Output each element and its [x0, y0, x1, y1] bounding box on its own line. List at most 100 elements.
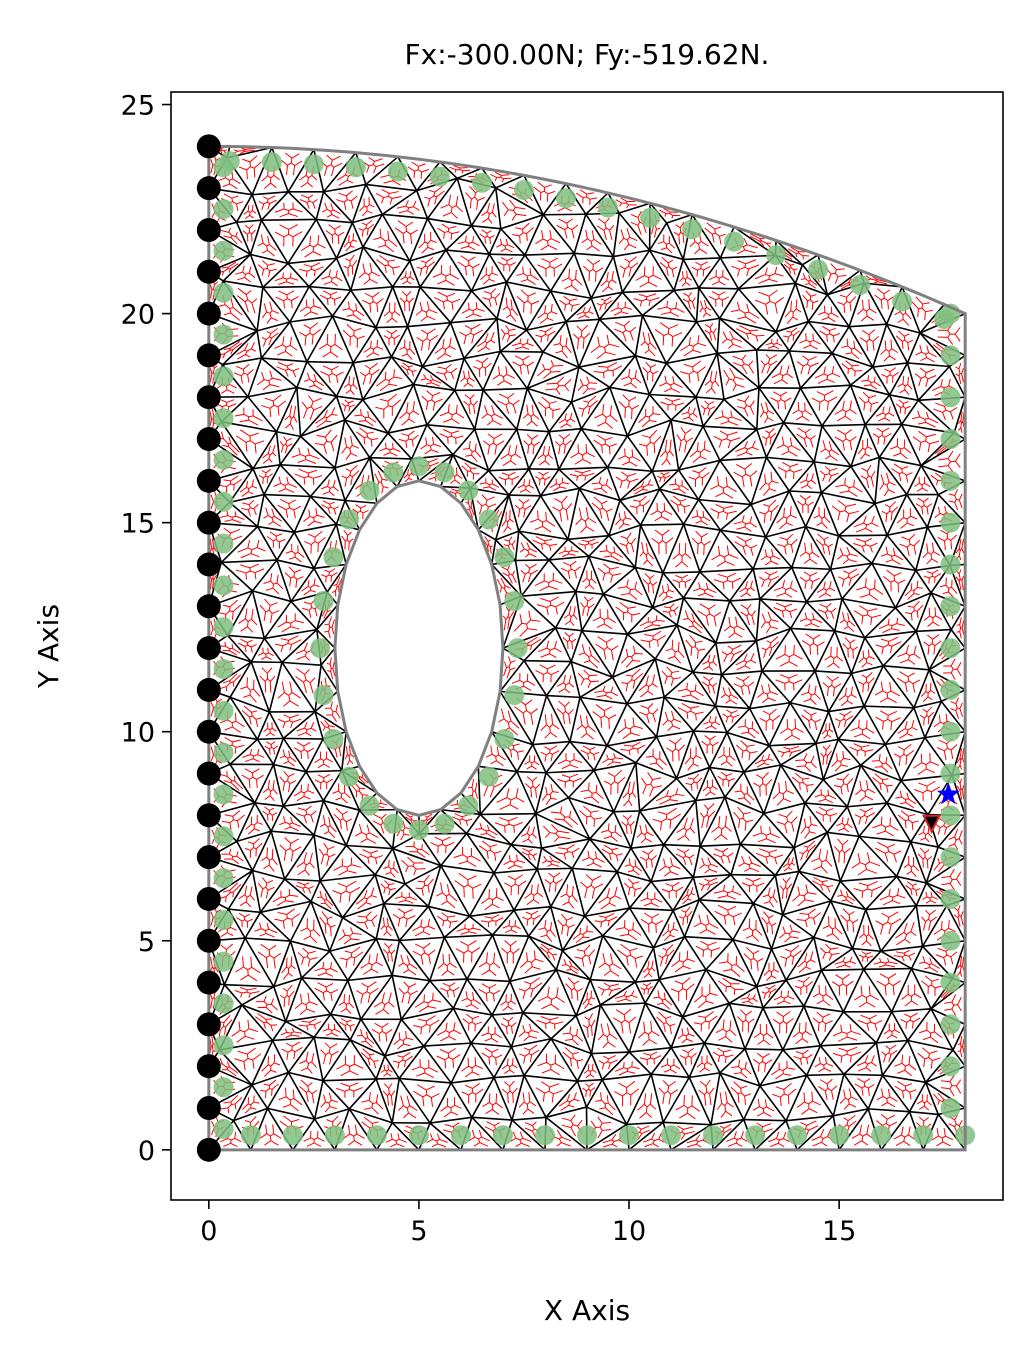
- mesh-edge: [748, 670, 763, 709]
- mesh-edge: [699, 898, 754, 905]
- dual-mesh-cell: [243, 204, 257, 220]
- mesh-edge: [795, 282, 828, 296]
- dual-mesh-cell: [661, 881, 684, 899]
- mesh-edge: [545, 661, 572, 697]
- mesh-edge: [589, 838, 632, 849]
- dual-mesh-cell: [761, 636, 780, 659]
- dual-mesh-cell: [773, 579, 798, 598]
- x-axis-label: X Axis: [544, 1294, 630, 1327]
- dual-mesh-cell: [853, 515, 879, 533]
- mesh-edge: [585, 1079, 603, 1108]
- mesh-edge: [506, 281, 551, 292]
- boundary-node: [940, 930, 961, 951]
- dual-mesh-cell: [437, 1022, 462, 1042]
- mesh-edge: [804, 802, 848, 808]
- mesh-edge: [536, 868, 552, 907]
- y-tick-label: 10: [121, 718, 155, 749]
- mesh-edge: [259, 878, 286, 913]
- mesh-edge: [577, 1078, 603, 1082]
- mesh-edge: [867, 1074, 884, 1110]
- dual-mesh-cell: [332, 783, 351, 804]
- mesh-edge: [252, 468, 265, 495]
- dual-mesh-cell: [948, 1114, 963, 1136]
- mesh-edge: [719, 456, 767, 462]
- mesh-edge: [619, 499, 642, 526]
- dual-mesh-cell: [936, 737, 958, 761]
- dual-mesh-cell: [516, 289, 540, 314]
- dual-mesh-cell: [260, 1079, 279, 1098]
- mesh-edge: [496, 318, 501, 352]
- mesh-edge: [775, 320, 809, 333]
- dual-mesh-cell: [636, 824, 654, 844]
- mesh-edge: [688, 1042, 706, 1078]
- dual-mesh-cell: [834, 956, 857, 969]
- dual-mesh-cell: [658, 944, 675, 967]
- mesh-edge: [314, 1036, 351, 1041]
- dual-mesh-cell: [303, 1130, 325, 1147]
- mesh-edge: [714, 705, 728, 733]
- dual-mesh-cell: [904, 580, 923, 600]
- mesh-edge: [648, 393, 672, 421]
- dual-mesh-cell: [905, 600, 924, 621]
- mesh-edge: [827, 672, 853, 712]
- dual-mesh-cell: [501, 565, 517, 584]
- dual-mesh-cell: [600, 823, 622, 842]
- dual-mesh-cell: [467, 778, 479, 804]
- mesh-edge: [429, 978, 468, 982]
- dual-mesh-cell: [398, 1095, 418, 1119]
- mesh-edge: [349, 1039, 386, 1057]
- mesh-edge: [714, 674, 723, 707]
- dual-mesh-cell: [580, 782, 604, 804]
- mesh-edge: [692, 705, 717, 732]
- fixed-support-node: [196, 1137, 221, 1162]
- mesh-edge: [677, 425, 704, 471]
- mesh-edge: [695, 800, 701, 847]
- dual-mesh-cell: [371, 1022, 393, 1042]
- dual-mesh-cell: [449, 165, 471, 174]
- mesh-edge: [548, 431, 560, 470]
- mesh-edge: [282, 805, 315, 836]
- dual-mesh-cell: [454, 872, 482, 899]
- dual-mesh-cell: [257, 260, 277, 278]
- mesh-edge: [847, 802, 888, 808]
- dual-mesh-cell: [537, 396, 561, 419]
- dual-mesh-cell: [518, 1092, 537, 1115]
- dual-mesh-cell: [713, 430, 741, 449]
- dual-mesh-cell: [815, 533, 833, 556]
- dual-mesh-cell: [815, 806, 838, 823]
- dual-mesh-cell: [923, 607, 942, 627]
- dual-mesh-cell: [218, 170, 241, 190]
- dual-mesh-cell: [771, 365, 794, 385]
- mesh-edge: [913, 669, 930, 709]
- dual-mesh-cell: [700, 400, 716, 416]
- dual-mesh-cell: [385, 1133, 408, 1148]
- mesh-edge: [426, 424, 454, 456]
- dual-mesh-cell: [562, 1047, 584, 1069]
- dual-mesh-cell: [734, 535, 758, 556]
- mesh-edge: [493, 1074, 525, 1079]
- dual-mesh-cell: [318, 333, 343, 358]
- dual-mesh-cell: [791, 772, 814, 793]
- mesh-edge: [762, 979, 787, 1009]
- dual-mesh-cell: [710, 503, 737, 520]
- mesh-edge: [271, 1040, 290, 1073]
- dual-mesh-cell: [895, 330, 914, 351]
- mesh-edge: [590, 256, 615, 299]
- mesh-edge: [766, 456, 815, 463]
- dual-mesh-cell: [712, 1047, 734, 1064]
- mesh-edge: [719, 529, 754, 570]
- mesh-edge: [834, 630, 853, 674]
- dual-mesh-cell: [638, 406, 661, 428]
- mesh-edge: [567, 769, 595, 799]
- mesh-edge: [907, 1040, 927, 1083]
- x-tick-label: 15: [822, 1216, 856, 1247]
- mesh-edge: [369, 456, 412, 460]
- dual-mesh-cell: [597, 982, 621, 997]
- dual-mesh-cell: [555, 844, 580, 860]
- mesh-edge: [748, 708, 770, 747]
- mesh-edge: [666, 213, 693, 224]
- dual-mesh-cell: [691, 509, 711, 526]
- boundary-node: [940, 387, 961, 408]
- dual-mesh-cell: [403, 468, 415, 483]
- mesh-edge: [692, 671, 717, 707]
